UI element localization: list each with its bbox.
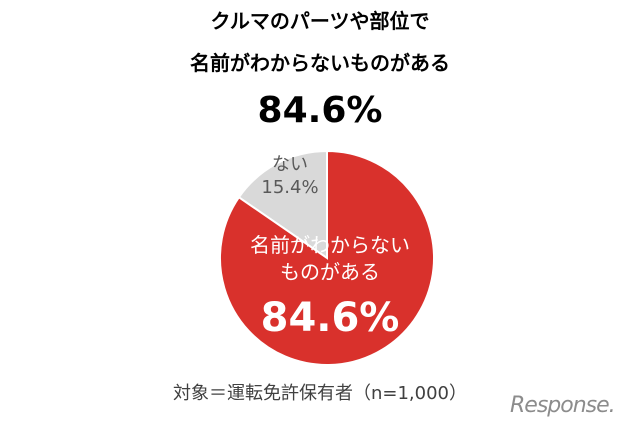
slice-label: ない — [272, 154, 308, 175]
watermark: Response. — [510, 393, 616, 418]
pie-slice — [219, 149, 435, 366]
slice-label: 名前がわからない ものがある — [250, 233, 410, 284]
pie-slice — [237, 149, 328, 260]
slice-value-label: 84.6% — [260, 295, 400, 341]
footnote: 対象＝運転免許保有者（n=1,000） — [172, 383, 468, 404]
chart-title-line: クルマのパーツや部位で — [210, 9, 430, 33]
chart-title-line: 名前がわからないものがある — [190, 51, 450, 75]
headline: 84.6% — [257, 90, 383, 131]
slice-value-label: 15.4% — [261, 177, 319, 198]
